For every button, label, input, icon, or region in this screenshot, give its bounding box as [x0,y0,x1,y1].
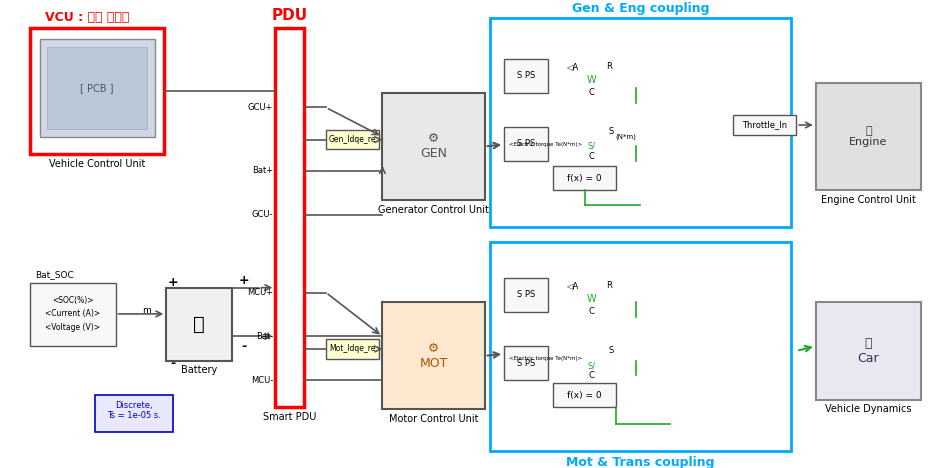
Text: m: m [142,306,151,314]
Text: GCU+: GCU+ [248,103,273,112]
Text: MCU-: MCU- [251,376,273,385]
Text: 🔧
Engine: 🔧 Engine [849,126,887,147]
Bar [383,302,485,410]
Text: S/: S/ [587,361,596,370]
Text: S PS: S PS [517,71,536,80]
Text: Mot & Trans coupling: Mot & Trans coupling [566,456,715,468]
Text: ⚙
GEN: ⚙ GEN [420,132,447,161]
Text: C: C [588,88,595,97]
Text: <SOC(%)>: <SOC(%)> [52,296,93,305]
Bar [489,18,791,227]
Bar [489,242,791,451]
Text: Motor Control Unit: Motor Control Unit [389,414,478,424]
Text: 🔋: 🔋 [193,314,206,334]
Text: Bat-: Bat- [256,332,273,341]
Text: Bat_SOC: Bat_SOC [35,271,74,279]
Text: R: R [606,281,612,290]
Text: +: + [239,274,249,287]
Text: S PS: S PS [517,139,536,148]
Text: S/: S/ [587,142,596,151]
Bar [816,83,921,190]
Text: Engine Control Unit: Engine Control Unit [821,195,916,205]
Text: C: C [588,371,595,380]
Text: GCU-: GCU- [252,210,273,219]
Text: Bat+: Bat+ [252,166,273,176]
Text: MCU+: MCU+ [247,288,273,297]
Text: <Current (A)>: <Current (A)> [45,309,100,318]
Bar [733,115,796,135]
Text: Mot_Idqe_re: Mot_Idqe_re [329,344,376,353]
Text: <Voltage (V)>: <Voltage (V)> [45,323,100,332]
Text: PDU: PDU [272,8,308,23]
Text: Throttle_In: Throttle_In [742,120,787,130]
Text: Battery: Battery [181,366,218,375]
Text: W: W [587,75,597,85]
Text: [ PCB ]: [ PCB ] [80,83,114,93]
Text: ◁A: ◁A [566,281,578,290]
Bar [275,28,305,408]
Text: VCU : 상위 제어기: VCU : 상위 제어기 [45,11,129,24]
Bar [40,39,155,137]
Bar [95,395,173,432]
Text: f(x) = 0: f(x) = 0 [567,174,602,183]
Text: S: S [608,346,614,355]
Text: C: C [588,307,595,316]
Bar [166,288,232,361]
Text: ⚙
MOT: ⚙ MOT [420,342,448,370]
Text: Vehicle Dynamics: Vehicle Dynamics [825,404,912,414]
Bar [326,339,379,359]
Bar [505,59,548,93]
Text: C: C [588,152,595,161]
Bar [505,127,548,161]
Bar [553,166,616,190]
Bar [383,93,485,200]
Text: S PS: S PS [517,358,536,367]
Text: ◁A: ◁A [566,62,578,71]
Text: W: W [587,294,597,304]
Bar [30,28,164,154]
Text: 🚗
Car: 🚗 Car [857,337,879,365]
Text: Discrete,
Ts = 1e-05 s.: Discrete, Ts = 1e-05 s. [108,401,161,420]
Text: -: - [171,357,175,370]
Bar [505,278,548,312]
Text: -: - [241,340,247,352]
Text: <Electric torque Te(N*m)>: <Electric torque Te(N*m)> [509,142,582,147]
Bar [816,302,921,400]
Text: (N*m): (N*m) [616,133,637,140]
Text: Generator Control Unit: Generator Control Unit [378,205,489,215]
Text: +: + [168,276,178,289]
Text: Gen & Eng coupling: Gen & Eng coupling [571,1,709,15]
Text: R: R [606,62,612,71]
Text: f(x) = 0: f(x) = 0 [567,391,602,400]
Text: Vehicle Control Unit: Vehicle Control Unit [49,159,145,169]
Text: S PS: S PS [517,291,536,300]
Bar [30,283,116,346]
Bar [47,47,147,129]
Text: S: S [608,127,614,136]
Text: Gen_Idqe_re: Gen_Idqe_re [329,135,376,144]
Bar [553,383,616,408]
Text: <Electric torque Te(N*m)>: <Electric torque Te(N*m)> [509,356,582,361]
Text: Smart PDU: Smart PDU [263,412,317,422]
Bar [326,130,379,149]
Bar [505,346,548,380]
